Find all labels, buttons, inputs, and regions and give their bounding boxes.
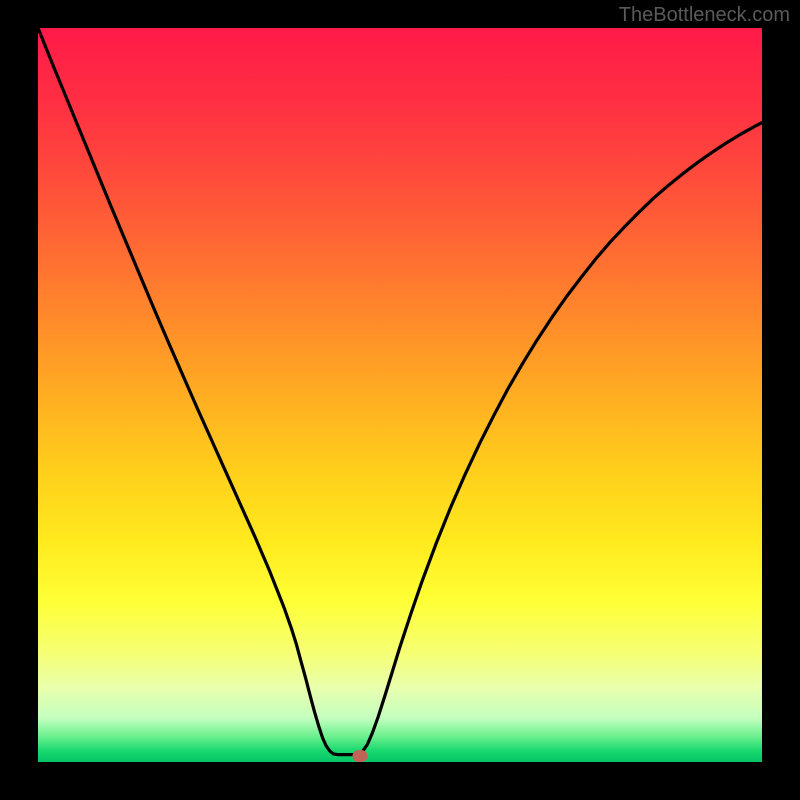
plot-area [38,28,762,762]
optimal-point-marker [353,750,368,762]
bottleneck-curve [38,28,762,762]
watermark-text: TheBottleneck.com [619,4,790,27]
